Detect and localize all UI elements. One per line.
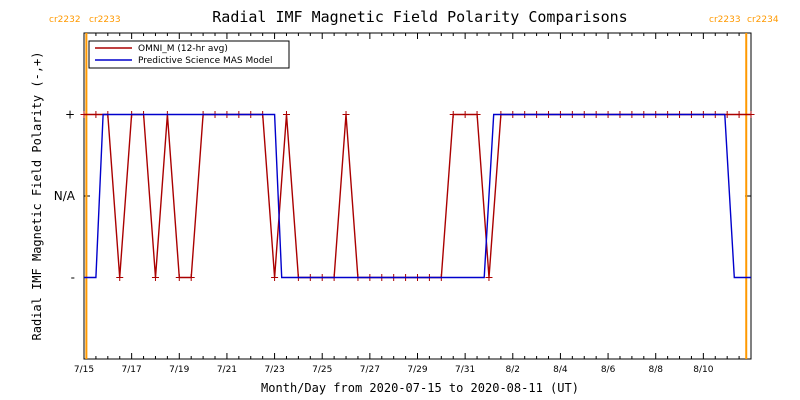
cr-label-right-start: cr2233 — [709, 15, 741, 25]
x-tick-label: 7/15 — [74, 365, 94, 375]
y-tick-label: + — [65, 108, 75, 122]
x-tick-label: 7/29 — [407, 365, 427, 375]
x-tick-label: 8/6 — [601, 365, 616, 375]
y-tick-label: - — [71, 271, 75, 285]
cr-label-left-end: cr2233 — [89, 15, 121, 25]
omni-data-point — [151, 274, 159, 281]
x-tick-label: 8/10 — [693, 365, 713, 375]
chart-title: Radial IMF Magnetic Field Polarity Compa… — [212, 8, 627, 26]
legend-label-mas: Predictive Science MAS Model — [138, 56, 273, 66]
omni-data-point — [473, 111, 481, 118]
x-tick-label: 7/23 — [264, 365, 284, 375]
plot-frame — [83, 32, 752, 360]
omni-data-point — [282, 111, 290, 118]
legend-label-omni: OMNI_M (12-hr avg) — [138, 44, 228, 54]
x-tick-label: 7/31 — [455, 365, 475, 375]
x-tick-label: 8/4 — [553, 365, 568, 375]
omni-data-point — [342, 111, 350, 118]
legend: OMNI_M (12-hr avg) Predictive Science MA… — [88, 40, 290, 69]
x-tick-label: 7/25 — [312, 365, 332, 375]
omni-data-point — [80, 111, 88, 118]
x-tick-label: 8/8 — [648, 365, 663, 375]
cr-label-right-end: cr2234 — [747, 15, 779, 25]
omni-data-point — [747, 111, 755, 118]
omni-data-point — [116, 274, 124, 281]
omni-data-point — [461, 111, 469, 118]
omni-data-point — [735, 111, 743, 118]
omni-data-point — [175, 274, 183, 281]
omni-data-point — [449, 111, 457, 118]
x-tick-label: 8/2 — [506, 365, 520, 375]
x-axis-label: Month/Day from 2020-07-15 to 2020-08-11 … — [261, 381, 579, 395]
omni-data-point — [271, 274, 279, 281]
series-line-omni — [84, 113, 751, 279]
y-tick-label: N/A — [54, 189, 76, 203]
x-tick-label: 7/19 — [169, 365, 189, 375]
omni-data-point — [485, 274, 493, 281]
x-tick-label: 7/21 — [217, 365, 237, 375]
omni-data-point — [187, 274, 195, 281]
cr-label-left-start: cr2232 — [49, 15, 81, 25]
legend-box — [88, 40, 290, 69]
x-tick-label: 7/27 — [360, 365, 380, 375]
y-axis-label: Radial IMF Magnetic Field Polarity (-,+) — [30, 52, 44, 341]
series-line-mas — [84, 113, 751, 279]
omni-data-point — [92, 111, 100, 118]
x-tick-label: 7/17 — [122, 365, 142, 375]
